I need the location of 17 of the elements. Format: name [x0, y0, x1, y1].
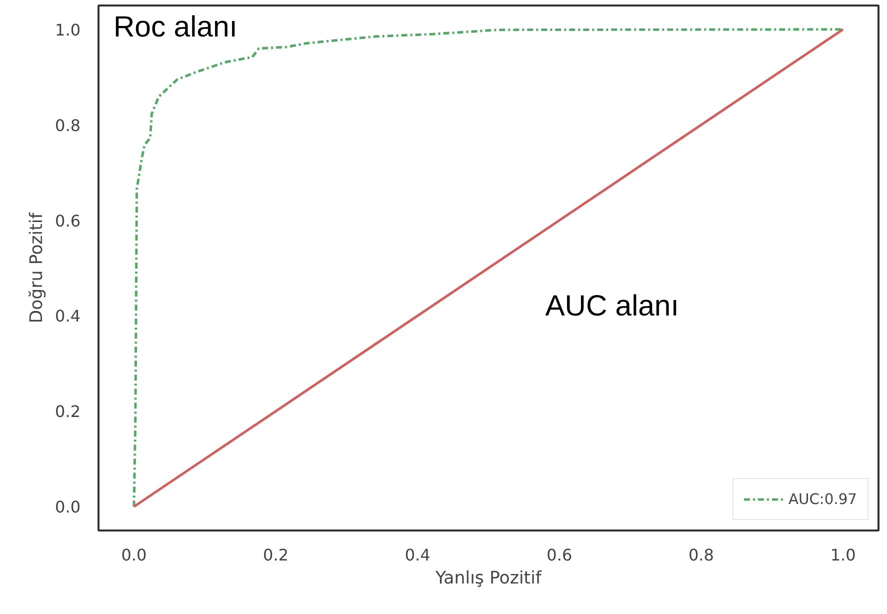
- x-tick-label: 0.8: [688, 546, 714, 564]
- x-axis-title: Yanlış Pozitif: [434, 568, 542, 588]
- x-tick-label: 0.6: [546, 546, 572, 564]
- y-tick-label: 0.4: [55, 306, 81, 326]
- x-tick-label: 0.4: [404, 546, 430, 564]
- annotation: Roc alanı: [114, 10, 238, 44]
- annotation: AUC alanı: [545, 290, 679, 323]
- y-tick-label: 0.2: [55, 402, 81, 422]
- legend-label: AUC:0.97: [788, 490, 857, 508]
- y-tick-label: 0.8: [55, 116, 81, 135]
- x-tick-label: 1.0: [830, 546, 856, 564]
- x-tick-label: 0.2: [263, 546, 289, 564]
- y-tick-label: 0.6: [55, 211, 81, 230]
- y-tick-label: 0.0: [55, 498, 81, 517]
- y-axis-title: Doğru Pozitif: [27, 212, 48, 324]
- y-tick-label: 1.0: [55, 20, 81, 40]
- x-tick-label: 0.0: [121, 546, 147, 564]
